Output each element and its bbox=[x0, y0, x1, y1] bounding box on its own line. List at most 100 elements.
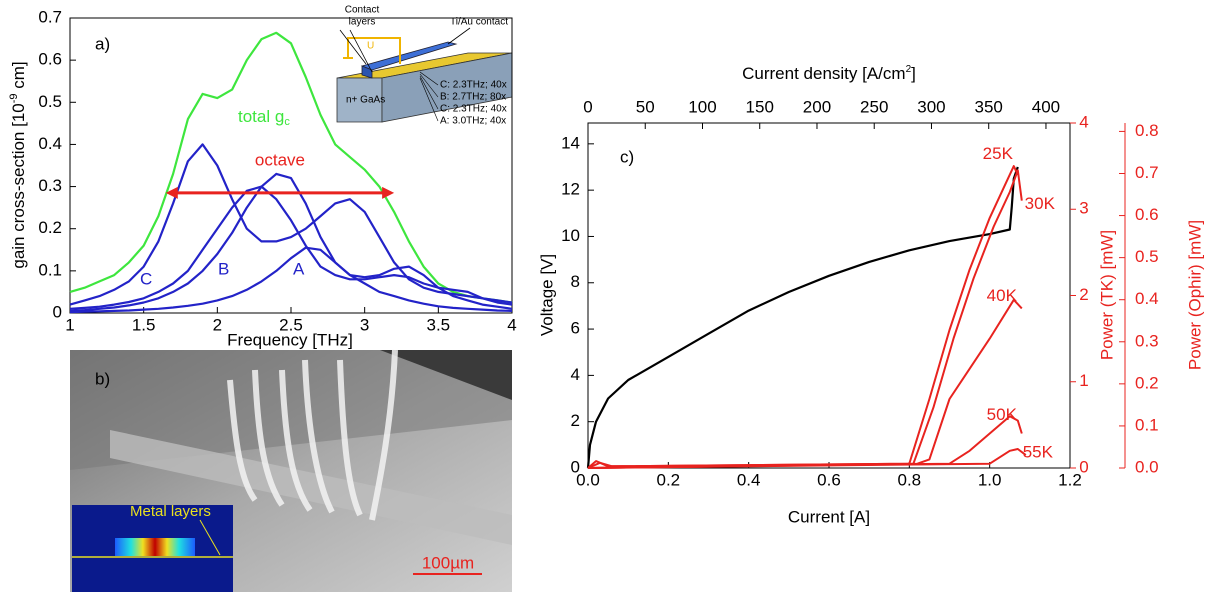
tick-label: 4 bbox=[1079, 112, 1088, 131]
tick-label: 400 bbox=[1032, 97, 1060, 116]
tick-label: 0.4 bbox=[737, 470, 761, 489]
y-axis-label-unit: cm] bbox=[9, 61, 28, 93]
inset-label: A: 3.0THz; 40x bbox=[440, 116, 506, 127]
tick-label: 0 bbox=[1079, 457, 1088, 476]
series-line bbox=[69, 172, 513, 312]
series-line bbox=[587, 165, 1019, 469]
arrow-head bbox=[165, 186, 178, 199]
tick-label: 4 bbox=[507, 315, 516, 334]
tick-label: 0.4 bbox=[1135, 289, 1159, 308]
arrow-head bbox=[382, 186, 395, 199]
panel-label: a) bbox=[95, 34, 110, 53]
series-label: A bbox=[293, 259, 305, 278]
y-axis-label-sup: -9 bbox=[8, 93, 20, 103]
panel-label: c) bbox=[620, 147, 634, 166]
series-line bbox=[69, 143, 513, 306]
series-label: 55K bbox=[1023, 443, 1054, 462]
series-label: total gc bbox=[238, 107, 290, 127]
series-line bbox=[69, 246, 513, 314]
series-line bbox=[69, 31, 513, 304]
inset-label: Ti/Au contact bbox=[450, 17, 508, 28]
x-axis-label: Current [A] bbox=[788, 507, 870, 526]
tick-label: 0.5 bbox=[38, 92, 62, 111]
inset-label: U bbox=[367, 41, 374, 52]
tick-label: 0.6 bbox=[817, 470, 841, 489]
tick-label: 0.3 bbox=[38, 176, 62, 195]
tick-label: 8 bbox=[571, 272, 580, 291]
tick-label: 0.2 bbox=[657, 470, 681, 489]
tick-label: 0 bbox=[53, 302, 62, 321]
x2-axis-label-text: Current density [A/cm bbox=[742, 64, 905, 83]
tick-label: 0.1 bbox=[1135, 415, 1159, 434]
sem-image bbox=[70, 349, 512, 592]
tick-label: 1 bbox=[65, 315, 74, 334]
tick-label: 6 bbox=[571, 319, 580, 338]
tick-label: 0.8 bbox=[898, 470, 922, 489]
x2-axis-label: Current density [A/cm2] bbox=[742, 64, 916, 84]
x2-axis-label-sup: 2 bbox=[906, 64, 912, 75]
tick-label: 3 bbox=[360, 315, 369, 334]
tick-label: 3.5 bbox=[427, 315, 451, 334]
tick-label: 1.5 bbox=[132, 315, 156, 334]
tick-label: 1 bbox=[1079, 371, 1088, 390]
y3-axis-label: Power (Ophir) [mW] bbox=[1185, 220, 1204, 370]
tick-label: 12 bbox=[561, 180, 580, 199]
series-label-text: total g bbox=[238, 107, 284, 126]
tick-label: 2 bbox=[213, 315, 222, 334]
series-label: B bbox=[218, 259, 229, 278]
tick-label: 0.5 bbox=[1135, 247, 1159, 266]
tick-label: 2 bbox=[571, 411, 580, 430]
tick-label: 100 bbox=[688, 97, 716, 116]
y-axis-label-text: gain cross-section [10 bbox=[9, 103, 28, 268]
tick-label: 50 bbox=[636, 97, 655, 116]
tick-label: 200 bbox=[803, 97, 831, 116]
tick-label: 0.8 bbox=[1135, 121, 1159, 140]
series-label: 30K bbox=[1025, 194, 1056, 213]
inset-label: Metal layers bbox=[130, 503, 211, 520]
tick-label: 0.0 bbox=[1135, 457, 1159, 476]
y-axis-label: gain cross-section [10-9 cm] bbox=[8, 61, 29, 268]
tick-label: 1.0 bbox=[978, 470, 1002, 489]
inset-label: layers bbox=[349, 17, 376, 28]
series-label: 50K bbox=[987, 405, 1018, 424]
tick-label: 2.5 bbox=[279, 315, 303, 334]
inset-label: B: 2.7THz; 80x bbox=[440, 92, 506, 103]
series-line bbox=[586, 166, 1019, 469]
annotation: octave bbox=[255, 150, 305, 169]
tick-label: 0.7 bbox=[1135, 163, 1159, 182]
series-label-sub: c bbox=[284, 116, 290, 128]
tick-label: 4 bbox=[571, 365, 580, 384]
scale-bar-label: 100µm bbox=[422, 553, 474, 572]
tick-label: 250 bbox=[860, 97, 888, 116]
tick-label: 0.3 bbox=[1135, 331, 1159, 350]
tick-label: 0.6 bbox=[1135, 205, 1159, 224]
tick-label: 0.1 bbox=[38, 260, 62, 279]
tick-label: 3 bbox=[1079, 199, 1088, 218]
tick-label: 0.4 bbox=[38, 134, 62, 153]
series-line bbox=[587, 448, 1027, 469]
tick-label: 0.2 bbox=[38, 218, 62, 237]
tick-label: 0 bbox=[583, 97, 592, 116]
device-sketch bbox=[336, 27, 513, 123]
series-line bbox=[69, 185, 513, 310]
tick-label: 10 bbox=[561, 226, 580, 245]
x2-axis-label-unit: ] bbox=[911, 64, 916, 83]
tick-label: 0.2 bbox=[1135, 373, 1159, 392]
inset-label: Contact bbox=[345, 5, 380, 16]
series-line bbox=[587, 415, 1023, 469]
series-label: C bbox=[140, 269, 152, 288]
inset-label: C: 2.3THz; 40x bbox=[440, 80, 507, 91]
tick-label: 0 bbox=[571, 457, 580, 476]
inset-label: n+ GaAs bbox=[346, 95, 385, 106]
inset-label: C: 2.3THz; 40x bbox=[440, 104, 507, 115]
panel-label: b) bbox=[95, 369, 110, 388]
tick-label: 300 bbox=[917, 97, 945, 116]
y2-axis-label: Power (TK) [mW] bbox=[1097, 230, 1116, 360]
tick-label: 0.6 bbox=[38, 50, 62, 69]
tick-label: 1.2 bbox=[1058, 470, 1082, 489]
tick-label: 0.0 bbox=[576, 470, 600, 489]
tick-label: 150 bbox=[746, 97, 774, 116]
series-line bbox=[587, 169, 1023, 469]
